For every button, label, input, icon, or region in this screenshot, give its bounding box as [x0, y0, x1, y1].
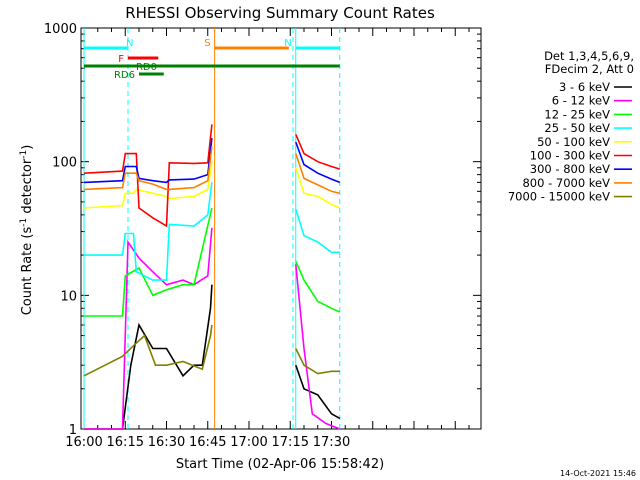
- series-line: [84, 182, 213, 281]
- chart-title: RHESSI Observing Summary Count Rates: [125, 4, 435, 22]
- legend-entry: 25 - 50 keV: [544, 121, 610, 135]
- flag-label: S: [204, 38, 210, 49]
- legend-entry: 6 - 12 keV: [552, 94, 610, 108]
- series-line: [295, 153, 340, 195]
- series-line: [84, 207, 213, 317]
- y-tick-label: 10: [60, 289, 77, 304]
- timestamp: 14-Oct-2021 15:46: [560, 469, 636, 478]
- series-line: [295, 264, 341, 430]
- legend-header: Det 1,3,4,5,6,9,: [544, 49, 634, 63]
- legend-entry: 3 - 6 keV: [559, 80, 610, 94]
- x-tick-label: 17:15: [272, 435, 309, 450]
- flag-label: RD0: [136, 62, 157, 73]
- series-line: [295, 209, 340, 254]
- series-line: [295, 134, 341, 170]
- legend-entry: 12 - 25 keV: [544, 107, 610, 121]
- legend-entry: 7000 - 15000 keV: [508, 190, 610, 204]
- series-line: [84, 227, 213, 430]
- x-tick-label: 16:45: [189, 435, 226, 450]
- plot-area: 1 10 100 1000 16:00 16:15 16:30 16:45 17:00 17:15…: [44, 22, 482, 450]
- y-tick-label: 100: [52, 156, 77, 171]
- flag-label: RD6: [114, 70, 135, 81]
- flag-label: F: [118, 54, 124, 65]
- series-line: [295, 348, 340, 375]
- y-axis-label: Count Rate (s-1 detector-1): [19, 145, 35, 316]
- plot-frame: [80, 27, 482, 430]
- series-line: [295, 260, 341, 313]
- flag-label: N: [284, 38, 291, 49]
- x-tick-label: 16:30: [148, 435, 185, 450]
- x-tick-label: 17:30: [313, 435, 350, 450]
- x-axis-label: Start Time (02-Apr-06 15:58:42): [176, 457, 384, 472]
- series-line: [83, 124, 213, 228]
- x-tick-label: 16:15: [107, 435, 144, 450]
- legend-entry: 50 - 100 keV: [537, 135, 610, 149]
- legend-entry: 100 - 300 keV: [530, 149, 610, 163]
- series-line: [83, 138, 213, 184]
- legend-entry: 300 - 800 keV: [530, 162, 610, 176]
- legend-entry: 800 - 7000 keV: [522, 176, 610, 190]
- series-line: [84, 284, 213, 430]
- series-line: [83, 161, 213, 209]
- series-line: [83, 146, 213, 191]
- x-tick-label: 16:00: [65, 435, 102, 450]
- series-line: [295, 141, 341, 184]
- series-line: [295, 364, 341, 420]
- legend-header: FDecim 2, Att 0: [545, 62, 634, 76]
- series-line: [295, 167, 341, 209]
- y-tick-label: 1000: [44, 22, 77, 37]
- legend: Det 1,3,4,5,6,9,FDecim 2, Att 0 3 - 6 keV…: [508, 49, 634, 204]
- y-tick-label: 1: [69, 423, 77, 438]
- x-tick-label: 17:00: [230, 435, 267, 450]
- flag-label: N: [126, 38, 133, 49]
- series-line: [83, 324, 213, 377]
